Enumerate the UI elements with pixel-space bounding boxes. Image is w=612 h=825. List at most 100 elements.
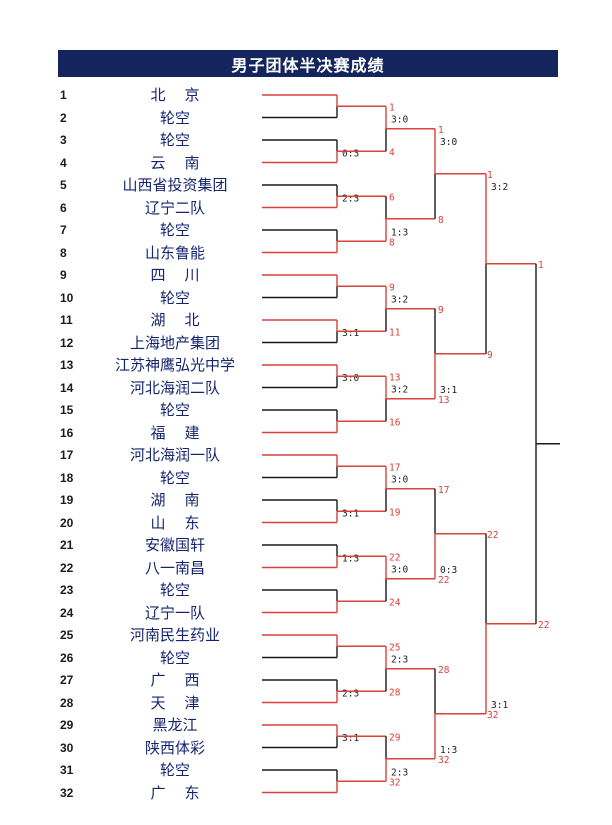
- team-name: 福 建: [150, 423, 200, 442]
- match-score: 3:0: [391, 114, 408, 125]
- team-name: 轮空: [159, 468, 190, 487]
- match-score: 2:3: [342, 689, 359, 700]
- advancing-seed: 4: [389, 147, 395, 158]
- advancing-seed: 25: [389, 642, 400, 653]
- advancing-seed: 29: [389, 732, 401, 743]
- match-score: 2:3: [391, 654, 408, 665]
- match-score: 2:3: [391, 767, 408, 778]
- seed-number: 17: [60, 448, 74, 462]
- advancing-seed: 17: [438, 485, 449, 496]
- seed-number: 25: [60, 628, 74, 642]
- seed-number: 28: [60, 695, 74, 710]
- advancing-seed: 1: [438, 125, 444, 136]
- seed-number: 15: [60, 403, 74, 417]
- team-name: 湖 北: [150, 311, 200, 329]
- seed-number: 7: [60, 223, 67, 237]
- match-score: 3:2: [491, 182, 508, 193]
- advancing-seed: 9: [389, 282, 395, 293]
- advancing-seed: 6: [389, 192, 395, 203]
- advancing-seed: 9: [487, 350, 493, 361]
- seed-number: 14: [60, 380, 74, 395]
- team-name: 江苏神鹰弘光中学: [114, 356, 235, 374]
- advancing-seed: 22: [438, 575, 449, 586]
- seed-number: 24: [60, 605, 74, 620]
- seed-number: 11: [60, 313, 73, 327]
- entry-list: 1 北 京 2 轮空 3 轮空 4 云 南 5 山西省投资集团 6 辽宁二队 7 轮空 8 山东鲁能 9 四 川 1…: [0, 0, 260, 825]
- match-score: 3:1: [342, 328, 359, 339]
- team-name: 天 津: [150, 693, 200, 712]
- advancing-seed: 17: [389, 462, 400, 473]
- team-name: 山西省投资集团: [122, 176, 228, 194]
- team-name: 北 京: [150, 86, 200, 104]
- advancing-seed: 28: [438, 665, 450, 676]
- seed-number: 30: [60, 740, 74, 755]
- seed-number: 21: [60, 538, 74, 552]
- team-name: 辽宁二队: [144, 198, 205, 217]
- team-name: 上海地产集团: [129, 333, 220, 352]
- match-score: 1:3: [391, 227, 408, 238]
- match-score: 3:1: [342, 733, 359, 744]
- advancing-seed: 32: [438, 755, 449, 766]
- team-name: 湖 南: [150, 491, 200, 509]
- match-score: 3:0: [440, 137, 457, 148]
- match-score: 3:1: [342, 509, 359, 520]
- match-score: 3:2: [391, 384, 408, 395]
- advancing-seed: 1: [389, 102, 395, 113]
- match-score: 0:3: [342, 149, 359, 160]
- team-name: 河南民生药业: [129, 626, 220, 644]
- team-name: 轮空: [159, 288, 190, 307]
- team-name: 轮空: [159, 221, 190, 239]
- match-score: 0:3: [440, 565, 457, 576]
- team-name: 八一南昌: [144, 558, 205, 577]
- seed-number: 16: [60, 425, 74, 440]
- team-name: 安徽国轩: [144, 536, 205, 554]
- seed-number: 5: [60, 178, 67, 192]
- seed-number: 8: [60, 245, 67, 260]
- team-name: 轮空: [159, 108, 190, 127]
- advancing-seed: 24: [389, 597, 401, 608]
- team-name: 广 东: [150, 783, 200, 802]
- match-score: 3:0: [391, 564, 408, 575]
- team-name: 辽宁一队: [144, 603, 205, 622]
- match-score: 3:2: [391, 294, 408, 305]
- seed-number: 1: [60, 88, 67, 102]
- team-name: 黑龙江: [152, 716, 198, 734]
- seed-number: 32: [60, 785, 74, 800]
- advancing-seed: 13: [438, 395, 449, 406]
- seed-number: 19: [60, 493, 74, 507]
- team-name: 河北海润二队: [129, 378, 220, 397]
- advancing-seed: 19: [389, 507, 401, 518]
- advancing-seed: 9: [438, 305, 444, 316]
- advancing-seed: 11: [389, 327, 401, 338]
- team-name: 河北海润一队: [129, 446, 220, 464]
- seed-number: 23: [60, 583, 74, 597]
- advancing-seed: 32: [389, 777, 400, 788]
- seed-number: 13: [60, 358, 74, 372]
- team-name: 广 西: [150, 671, 200, 689]
- seed-number: 29: [60, 718, 74, 732]
- team-name: 轮空: [159, 761, 190, 779]
- team-name: 轮空: [159, 131, 190, 149]
- seed-number: 12: [60, 335, 74, 350]
- seed-number: 2: [60, 110, 67, 125]
- team-name: 陕西体彩: [144, 738, 205, 757]
- seed-number: 10: [60, 290, 74, 305]
- advancing-seed: 1: [487, 170, 493, 181]
- match-score: 3:0: [342, 373, 359, 384]
- seed-number: 26: [60, 650, 74, 665]
- team-name: 轮空: [159, 648, 190, 667]
- seed-number: 22: [60, 560, 74, 575]
- advancing-seed: 8: [389, 237, 395, 248]
- page-title: 男子团体半决赛成绩: [58, 50, 558, 77]
- advancing-seed: 16: [389, 417, 401, 428]
- team-name: 山东鲁能: [144, 243, 205, 262]
- team-name: 云 南: [150, 153, 200, 172]
- team-name: 轮空: [159, 401, 190, 419]
- match-score: 3:0: [391, 474, 408, 485]
- match-score: 2:3: [342, 194, 359, 205]
- match-score: 1:3: [440, 745, 457, 756]
- seed-number: 3: [60, 133, 67, 147]
- match-score: 3:1: [440, 385, 457, 396]
- team-name: 四 川: [150, 266, 200, 284]
